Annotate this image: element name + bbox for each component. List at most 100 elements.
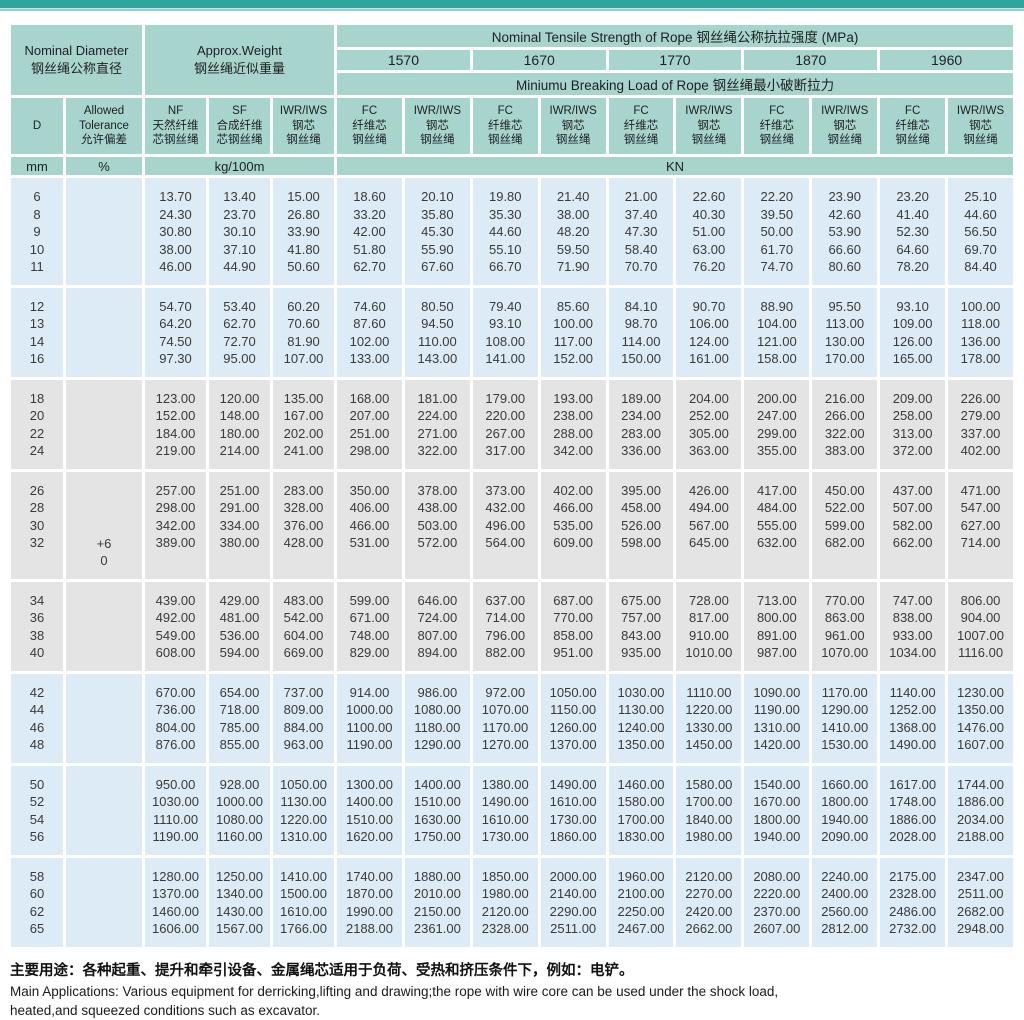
load-value: 87.60 bbox=[353, 316, 386, 331]
load-value: 13.40 bbox=[223, 189, 256, 204]
value-cell: 25.10 44.60 56.50 69.70 84.40 bbox=[948, 178, 1013, 285]
load-value: 291.00 bbox=[219, 500, 260, 515]
iwr-line: 钢芯 bbox=[292, 119, 316, 132]
diameter-value: 58 bbox=[29, 868, 45, 884]
load-value: 594.00 bbox=[219, 645, 260, 660]
value-cell: 429.00 481.00 536.00 594.00 bbox=[209, 581, 271, 671]
iwr-line: IWR/IWS bbox=[821, 105, 869, 118]
value-cell: 1300.00 1400.00 1510.00 1620.00 bbox=[337, 765, 402, 855]
diameter-value: 24 bbox=[29, 443, 45, 458]
tolerance-line: 允许偏差 bbox=[81, 134, 127, 147]
load-value: 1606.00 bbox=[152, 921, 200, 936]
diameter-cell: 34 36 38 40 bbox=[11, 581, 63, 671]
value-cell: 168.00 207.00 251.00 298.00 bbox=[337, 379, 402, 469]
load-value: 1400.00 bbox=[345, 794, 393, 809]
value-cell: 1380.00 1490.00 1610.00 1730.00 bbox=[472, 765, 538, 855]
value-cell: 123.00 152.00 184.00 219.00 bbox=[145, 379, 207, 469]
tolerance-cell bbox=[66, 379, 143, 469]
load-value: 1620.00 bbox=[345, 829, 393, 844]
load-value: 1070.00 bbox=[821, 645, 869, 660]
load-value: 1610.00 bbox=[280, 903, 328, 919]
load-value: 21.40 bbox=[556, 189, 590, 204]
load-value: 181.00 bbox=[417, 390, 458, 406]
load-value: 713.00 bbox=[756, 592, 797, 608]
value-cell: 439.00 492.00 549.00 608.00 bbox=[145, 581, 207, 671]
load-value: 855.00 bbox=[219, 737, 260, 752]
tolerance-line: Allowed bbox=[83, 105, 125, 118]
value-cell: 1540.00 1670.00 1800.00 1940.00 bbox=[744, 765, 810, 855]
value-cell: 1030.00 1130.00 1240.00 1350.00 bbox=[608, 673, 674, 763]
value-cell: 181.00 224.00 271.00 322.00 bbox=[404, 379, 470, 469]
load-value: 458.00 bbox=[621, 500, 661, 515]
load-value: 670.00 bbox=[155, 684, 196, 700]
load-value: 2100.00 bbox=[617, 886, 665, 901]
load-value: 1410.00 bbox=[821, 719, 869, 735]
load-value: 53.40 bbox=[223, 298, 256, 314]
load-value: 1110.00 bbox=[152, 811, 199, 827]
load-value: 24.30 bbox=[159, 206, 192, 222]
load-value: 406.00 bbox=[349, 500, 390, 515]
load-value: 23.90 bbox=[828, 189, 861, 204]
load-value: 63.00 bbox=[692, 241, 726, 257]
load-value: 1740.00 bbox=[345, 868, 393, 884]
value-cell: 986.00 1080.00 1180.00 1290.00 bbox=[404, 673, 470, 763]
col-iwr-header-1960: IWR/IWS 钢芯 钢丝绳 bbox=[948, 98, 1013, 154]
load-value: 1490.00 bbox=[481, 794, 529, 809]
tolerance-value: +6 bbox=[96, 535, 112, 551]
strength-grade-1570: 1570 bbox=[337, 50, 470, 70]
load-value: 1500.00 bbox=[280, 886, 328, 901]
value-cell: 1960.00 2100.00 2250.00 2467.00 bbox=[608, 857, 674, 947]
value-cell: 13.40 23.70 30.10 37.10 44.90 bbox=[209, 178, 271, 285]
value-cell: 1400.00 1510.00 1630.00 1750.00 bbox=[404, 765, 470, 855]
col-fc-header-1870: FC 纤维芯 钢丝绳 bbox=[744, 98, 810, 154]
load-value: 2240.00 bbox=[821, 868, 869, 884]
value-cell: 950.00 1030.00 1110.00 1190.00 bbox=[145, 765, 207, 855]
load-value: 1700.00 bbox=[685, 794, 733, 809]
load-value: 62.70 bbox=[223, 316, 256, 331]
load-value: 806.00 bbox=[960, 592, 1001, 608]
load-value: 417.00 bbox=[756, 482, 797, 498]
load-value: 2188.00 bbox=[345, 921, 393, 936]
units-row: mm % kg/100m KN bbox=[11, 157, 1013, 175]
load-value: 355.00 bbox=[756, 443, 797, 458]
load-value: 1007.00 bbox=[957, 627, 1005, 643]
load-value: 572.00 bbox=[417, 535, 458, 550]
load-value: 124.00 bbox=[689, 333, 729, 349]
value-cell: 437.00 507.00 582.00 662.00 bbox=[880, 471, 946, 579]
value-cell: 95.50 113.00 130.00 170.00 bbox=[812, 287, 878, 377]
load-value: 60.20 bbox=[287, 298, 320, 314]
load-value: 1116.00 bbox=[957, 645, 1004, 660]
col-sf-header: SF 合成纤维 芯钢丝绳 bbox=[209, 98, 271, 154]
row-group-8: 58 60 62 65 1280.00 1370.00 1460.00 1606.00 1250… bbox=[11, 857, 1013, 947]
load-value: 363.00 bbox=[689, 443, 729, 458]
load-value: 1580.00 bbox=[617, 794, 665, 809]
value-cell: 2175.00 2328.00 2486.00 2732.00 bbox=[880, 857, 946, 947]
load-value: 2010.00 bbox=[413, 886, 461, 901]
load-value: 93.10 bbox=[488, 316, 522, 331]
iwr-line: 钢丝绳 bbox=[286, 134, 321, 147]
value-cell: 1230.00 1350.00 1476.00 1607.00 bbox=[948, 673, 1013, 763]
diameter-value: 30 bbox=[29, 517, 45, 533]
load-value: 1750.00 bbox=[413, 829, 461, 844]
load-value: 748.00 bbox=[349, 627, 390, 643]
load-value: 1800.00 bbox=[753, 811, 801, 827]
diameter-value: 6 bbox=[33, 189, 41, 204]
strength-grade-1670: 1670 bbox=[472, 50, 606, 70]
load-value: 152.00 bbox=[155, 408, 196, 423]
load-value: 46.00 bbox=[159, 259, 192, 274]
load-value: 1220.00 bbox=[685, 702, 733, 717]
load-value: 492.00 bbox=[155, 610, 196, 625]
load-value: 1860.00 bbox=[549, 829, 597, 844]
load-value: 334.00 bbox=[219, 517, 260, 533]
load-value: 1700.00 bbox=[617, 811, 665, 827]
load-value: 33.90 bbox=[287, 224, 320, 239]
diameter-value: 20 bbox=[29, 408, 45, 423]
diameter-value: 8 bbox=[33, 206, 41, 222]
load-value: 258.00 bbox=[892, 408, 933, 423]
load-value: 1290.00 bbox=[413, 737, 461, 752]
breaking-load-header: Miniumu Breaking Load of Rope 钢丝绳最小破断拉力 bbox=[337, 73, 1013, 95]
load-value: 220.00 bbox=[485, 408, 526, 423]
load-value: 298.00 bbox=[349, 443, 390, 458]
load-value: 494.00 bbox=[689, 500, 729, 515]
load-value: 2328.00 bbox=[481, 921, 529, 936]
